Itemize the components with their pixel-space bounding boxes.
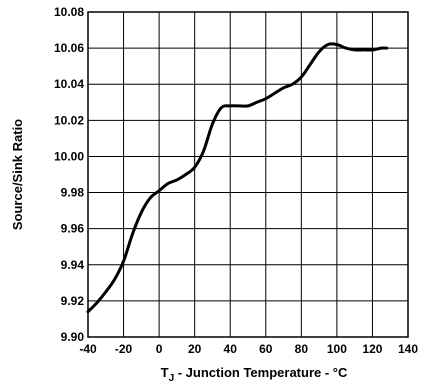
x-axis-title-main: T [161, 365, 169, 380]
x-tick-label: 20 [188, 342, 202, 356]
x-tick-label: 100 [327, 342, 347, 356]
y-tick-label: 9.90 [61, 330, 85, 344]
x-tick-label: 60 [259, 342, 273, 356]
x-axis: -40 -20 0 20 40 60 80 100 120 140 [79, 342, 418, 356]
x-axis-title-rest: - Junction Temperature - °C [174, 365, 348, 380]
y-tick-label: 9.98 [61, 186, 85, 200]
y-tick-label: 10.02 [54, 113, 84, 127]
y-axis-title: Source/Sink Ratio [10, 119, 25, 230]
x-tick-label: -20 [115, 342, 133, 356]
y-axis: 9.90 9.92 9.94 9.96 9.98 10.00 10.02 10.04 10.06… [54, 5, 84, 344]
x-tick-label: 40 [224, 342, 238, 356]
x-tick-label: -40 [79, 342, 97, 356]
x-axis-title-subscript: J [169, 373, 175, 384]
x-tick-label: 120 [362, 342, 382, 356]
series-layer [86, 42, 389, 314]
y-tick-label: 10.08 [54, 5, 84, 19]
y-tick-label: 9.94 [61, 258, 85, 272]
y-tick-label: 10.06 [54, 41, 84, 55]
x-axis-title: TJ - Junction Temperature - °C [161, 365, 348, 384]
grid [87, 11, 409, 338]
x-tick-label: 80 [295, 342, 309, 356]
y-tick-label: 9.96 [61, 222, 85, 236]
plot-area [87, 11, 409, 338]
y-tick-label: 9.92 [61, 294, 85, 308]
x-tick-label: 140 [398, 342, 418, 356]
series-line [86, 42, 389, 314]
x-tick-label: 0 [156, 342, 163, 356]
y-tick-label: 10.00 [54, 149, 84, 163]
y-tick-label: 10.04 [54, 77, 84, 91]
